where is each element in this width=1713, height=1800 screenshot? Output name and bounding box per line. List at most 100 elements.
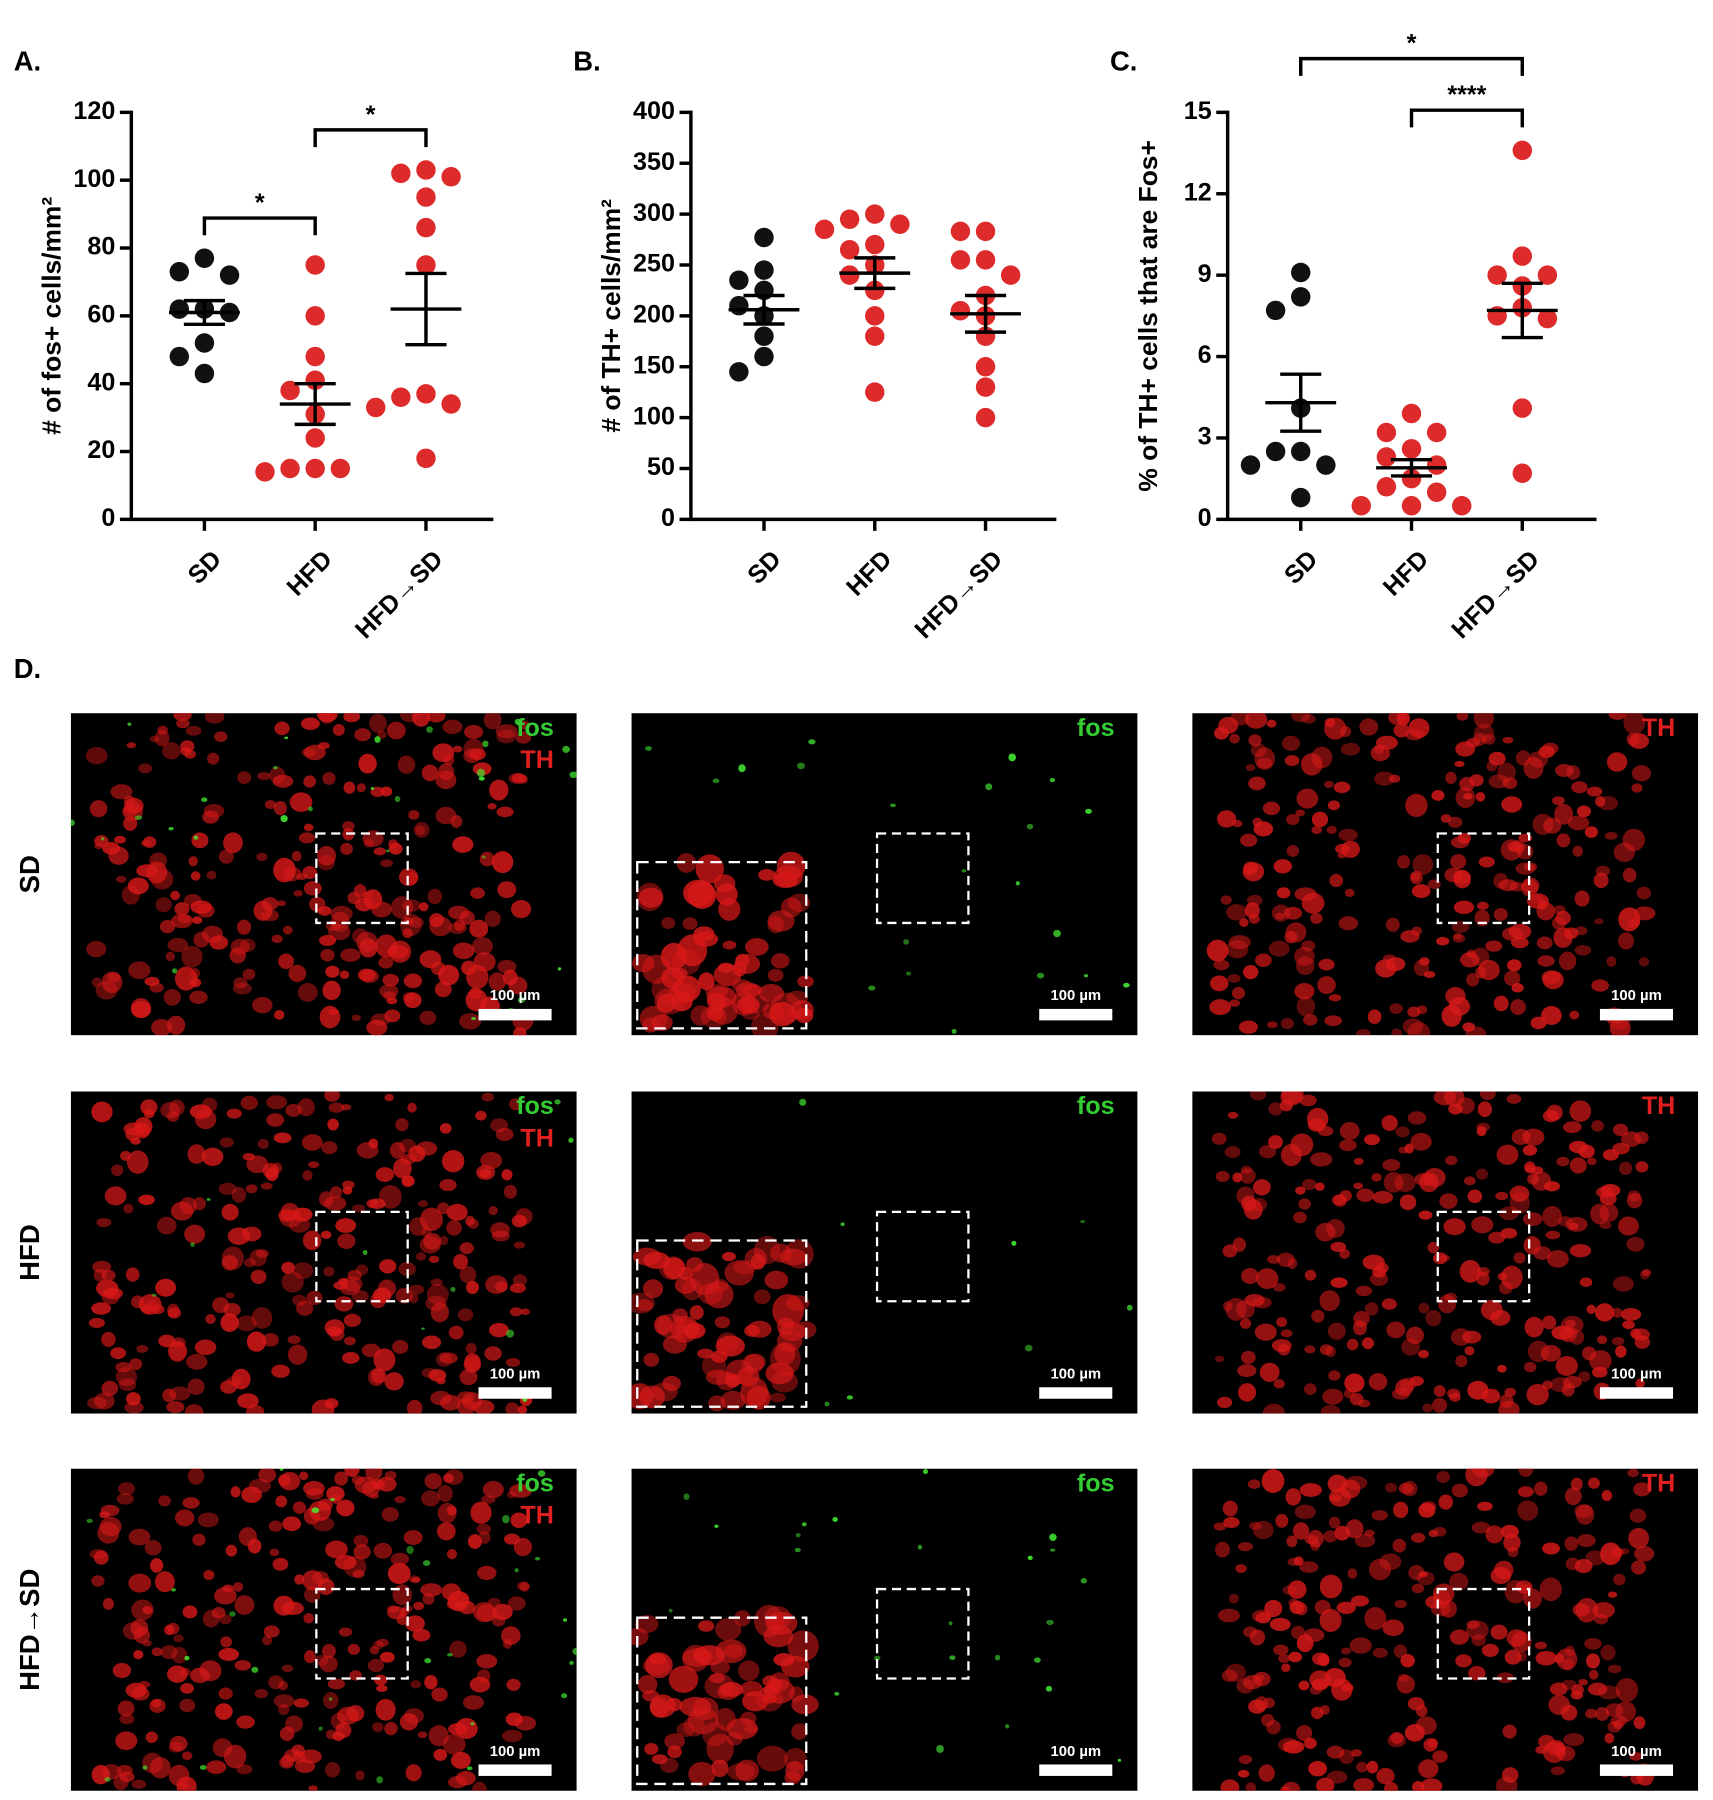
cell xyxy=(455,1771,476,1786)
cell xyxy=(1611,1336,1625,1346)
cell xyxy=(374,736,381,743)
cell xyxy=(1296,1724,1313,1742)
channel-label: fos xyxy=(516,1092,554,1120)
cell xyxy=(207,752,220,765)
cell xyxy=(505,1357,521,1367)
cell xyxy=(1549,1377,1572,1393)
cell xyxy=(131,1779,147,1789)
cell xyxy=(101,1331,116,1347)
cell xyxy=(1629,1508,1647,1523)
cell xyxy=(1606,956,1617,967)
cell xyxy=(1478,856,1495,868)
cell xyxy=(497,881,517,899)
cell xyxy=(230,1486,241,1498)
data-point xyxy=(950,221,971,242)
cell xyxy=(1500,1524,1519,1539)
cell xyxy=(1542,1542,1560,1555)
cell xyxy=(1250,743,1267,757)
cell xyxy=(1280,1143,1302,1167)
cell xyxy=(1248,1699,1266,1714)
cell xyxy=(292,1262,314,1279)
cell xyxy=(100,837,105,841)
cell xyxy=(421,1367,439,1379)
cell xyxy=(1261,1469,1285,1493)
cell xyxy=(419,902,429,912)
cell xyxy=(569,771,577,779)
cell xyxy=(430,1390,452,1406)
scale-bar xyxy=(1599,1008,1674,1021)
cell xyxy=(1622,1320,1635,1330)
cell xyxy=(1451,1483,1469,1498)
cell xyxy=(1608,713,1627,720)
cell xyxy=(322,772,336,785)
cell xyxy=(1534,1641,1547,1650)
cell xyxy=(1381,1298,1397,1310)
cell xyxy=(158,1495,171,1507)
cell xyxy=(688,1761,716,1787)
cell xyxy=(401,1175,415,1188)
scale-bar xyxy=(1599,1387,1674,1399)
cell xyxy=(102,842,121,855)
cell xyxy=(1213,1522,1227,1531)
cell xyxy=(1471,1216,1494,1234)
cell xyxy=(1325,1345,1336,1358)
cell xyxy=(266,1095,288,1110)
cell xyxy=(399,713,421,723)
cell xyxy=(156,1216,177,1235)
cell xyxy=(1502,927,1523,941)
cell xyxy=(478,776,485,781)
cell xyxy=(407,1102,417,1113)
cell xyxy=(890,803,896,808)
cell xyxy=(112,1662,132,1679)
cell xyxy=(222,1584,234,1592)
cell xyxy=(321,1643,336,1659)
data-point xyxy=(1291,262,1311,283)
cell xyxy=(103,1287,123,1300)
cell xyxy=(1273,859,1292,874)
cell xyxy=(328,1102,345,1113)
cell xyxy=(115,1731,138,1751)
cell xyxy=(272,774,294,788)
cell xyxy=(834,1691,840,1696)
cell xyxy=(150,1558,164,1573)
cell xyxy=(376,1684,388,1693)
data-point xyxy=(1401,468,1422,489)
cell xyxy=(370,787,375,790)
cell xyxy=(1464,1346,1475,1356)
cell xyxy=(715,1639,747,1664)
cell xyxy=(439,1123,452,1134)
data-point xyxy=(219,265,240,285)
cell xyxy=(1418,1210,1433,1220)
cell xyxy=(1398,1673,1409,1682)
cell xyxy=(337,1233,356,1249)
cell xyxy=(1577,1534,1596,1547)
cell xyxy=(389,940,412,963)
cell xyxy=(236,1315,257,1332)
cell xyxy=(1330,1277,1348,1288)
cell xyxy=(1634,1545,1655,1562)
cell xyxy=(1462,1330,1482,1344)
cell xyxy=(379,1259,397,1274)
cell xyxy=(1046,1619,1054,1626)
cell xyxy=(1490,1567,1512,1585)
cell xyxy=(202,1609,220,1628)
cell xyxy=(651,1754,668,1765)
cell xyxy=(667,1745,682,1759)
cell xyxy=(281,1664,294,1673)
cell xyxy=(241,1226,262,1242)
cell xyxy=(473,952,496,972)
cell xyxy=(361,1343,381,1358)
cell xyxy=(1496,1144,1519,1165)
cell xyxy=(1601,1490,1613,1502)
cell xyxy=(484,1346,502,1361)
cell xyxy=(326,1486,345,1502)
cell xyxy=(951,1028,957,1034)
cell xyxy=(1497,1364,1507,1373)
cell xyxy=(138,1294,162,1315)
cell xyxy=(427,888,442,905)
cell xyxy=(1215,1541,1230,1558)
cell xyxy=(459,1369,478,1386)
cell xyxy=(419,1010,437,1025)
cell xyxy=(773,865,803,888)
